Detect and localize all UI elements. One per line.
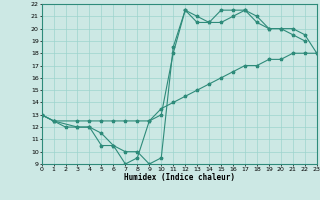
X-axis label: Humidex (Indice chaleur): Humidex (Indice chaleur): [124, 173, 235, 182]
